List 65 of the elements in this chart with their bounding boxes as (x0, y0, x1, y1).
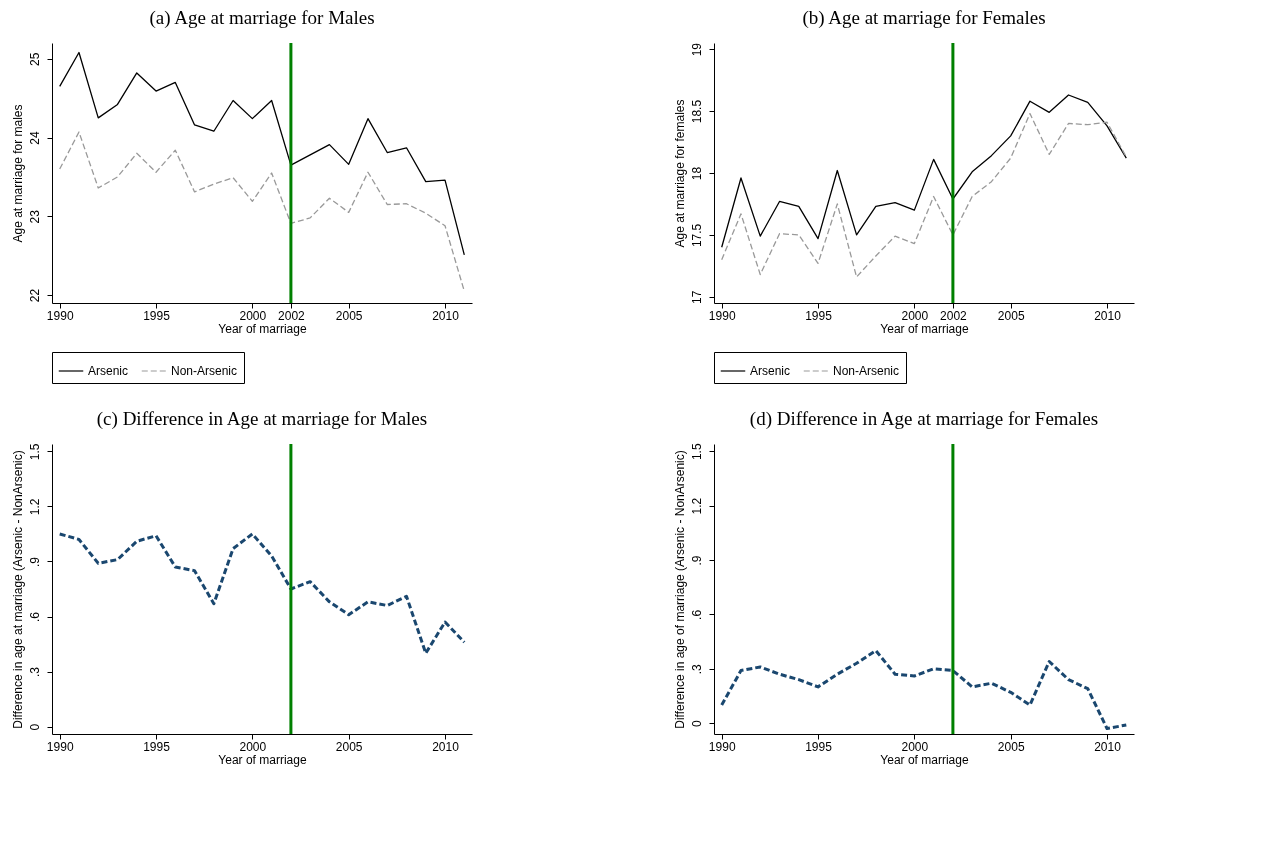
y-tick-label: .9 (689, 555, 704, 566)
legend-label: Non-Arsenic (833, 364, 900, 378)
y-tick-label: .9 (27, 556, 42, 567)
x-tick-label: 1995 (805, 308, 833, 323)
x-tick-label: 1995 (805, 739, 833, 754)
y-tick-label: 24 (27, 131, 42, 145)
y-tick-label: 22 (27, 288, 42, 303)
legend-label: Arsenic (88, 364, 129, 378)
x-tick-label: 1990 (46, 308, 74, 323)
y-tick-label: .3 (689, 663, 704, 675)
y-axis-title: Age at marriage for females (672, 99, 687, 248)
y-tick-label: 1.5 (27, 443, 42, 461)
x-tick-label: 2005 (997, 308, 1025, 323)
x-tick-label: 2005 (335, 308, 363, 323)
y-axis-title: Difference in age of marriage (Arsenic - NonArsenic) (672, 450, 687, 729)
x-axis-title: Year of marriage (880, 752, 969, 767)
x-tick-label: 1990 (46, 739, 74, 754)
x-tick-label: 2005 (335, 739, 363, 754)
y-tick-label: .6 (689, 609, 704, 620)
x-tick-label: 2010 (432, 308, 460, 323)
x-tick-label: 1990 (708, 308, 736, 323)
chart-title: (a) Age at marriage for Males (149, 6, 375, 29)
y-tick-label: 1.5 (689, 443, 704, 461)
x-tick-label: 1995 (143, 739, 171, 754)
x-tick-label: 2000 (901, 308, 929, 323)
y-tick-label: 18 (689, 166, 704, 181)
x-tick-label: 2002 (278, 308, 306, 323)
x-tick-label: 2005 (997, 739, 1025, 754)
x-tick-label: 2010 (1094, 739, 1122, 754)
x-tick-label: 2000 (239, 308, 267, 323)
y-tick-label: .6 (27, 611, 42, 623)
y-tick-label: 19 (689, 42, 704, 57)
x-tick-label: 2000 (901, 739, 929, 754)
chart-title: (b) Age at marriage for Females (802, 6, 1046, 29)
y-tick-label: .3 (27, 666, 42, 678)
y-axis-title: Difference in age at marriage (Arsenic - NonArsenic) (10, 450, 25, 729)
y-tick-label: 1.2 (27, 498, 42, 516)
line-series (59, 131, 465, 292)
line-series (720, 649, 1128, 731)
y-tick-label: 0 (27, 723, 42, 731)
line-series (721, 112, 1127, 278)
y-tick-label: 17.5 (689, 223, 704, 248)
x-axis-title: Year of marriage (218, 752, 307, 767)
x-tick-label: 2002 (940, 308, 968, 323)
x-tick-label: 2010 (432, 739, 460, 754)
legend-label: Arsenic (750, 364, 791, 378)
x-tick-label: 2010 (1094, 308, 1122, 323)
x-tick-label: 2000 (239, 739, 267, 754)
y-tick-label: 18.5 (689, 99, 704, 124)
y-tick-label: 23 (27, 209, 42, 224)
line-series (721, 94, 1127, 248)
y-tick-label: 17 (689, 290, 704, 304)
x-tick-label: 1990 (708, 739, 736, 754)
line-series (59, 51, 465, 256)
legend-label: Non-Arsenic (171, 364, 238, 378)
chart-title: (d) Difference in Age at marriage for Females (749, 407, 1099, 430)
x-tick-label: 1995 (143, 308, 171, 323)
chart-title: (c) Difference in Age at marriage for Males (96, 407, 428, 430)
y-axis-title: Age at marriage for males (10, 104, 25, 243)
x-axis-title: Year of marriage (218, 321, 307, 336)
y-tick-label: 0 (689, 719, 704, 727)
y-tick-label: 1.2 (689, 497, 704, 515)
x-axis-title: Year of marriage (880, 321, 969, 336)
line-series (58, 532, 466, 655)
y-tick-label: 25 (27, 52, 42, 66)
